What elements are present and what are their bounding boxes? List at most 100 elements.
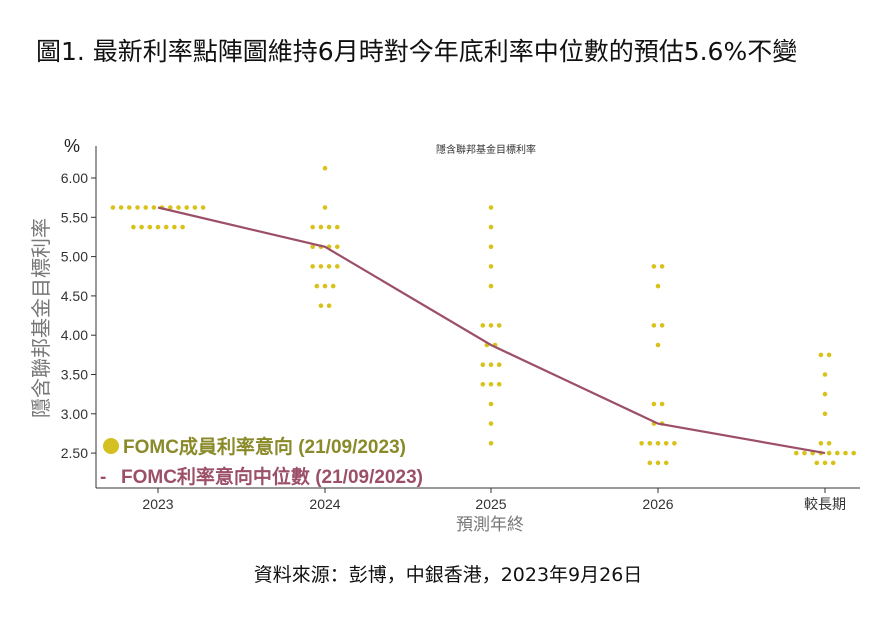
member-dot (835, 450, 840, 456)
member-dot (830, 460, 836, 466)
x-axis-label: 預測年終 (456, 515, 524, 535)
member-dot (310, 224, 316, 230)
member-dot (826, 441, 832, 446)
member-dot (659, 323, 665, 328)
member-dot (659, 264, 665, 269)
dot-plot-chart: % 隱含聯邦基金目標利率 隱含聯邦基金目標利率 預測年終 6.00 5.50 5.0… (29, 136, 860, 535)
member-dot (851, 450, 856, 456)
member-dot (480, 382, 486, 387)
member-dot (318, 224, 324, 230)
member-dot (496, 362, 502, 368)
y-axis-label: 隱含聯邦基金目標利率 (29, 218, 53, 418)
member-dot (192, 205, 198, 210)
member-dot (180, 224, 185, 230)
legend-dot-marker (103, 438, 119, 454)
member-dot (139, 224, 144, 230)
member-dot (118, 205, 124, 210)
y-ticks: 6.00 5.50 5.00 4.50 4.00 3.50 3.00 2.50 (61, 170, 96, 461)
member-dot (200, 205, 206, 210)
legend-label-members: FOMC成員利率意向 (21/09/2023) (123, 435, 406, 458)
unit-label: % (64, 136, 80, 156)
member-dot (818, 441, 824, 446)
member-dot (802, 450, 807, 456)
member-dot (147, 224, 153, 230)
inner-chart-title: 隱含聯邦基金目標利率 (436, 143, 536, 156)
member-dot (335, 224, 340, 230)
member-dot (655, 460, 661, 466)
member-dot (488, 323, 494, 328)
member-dot (826, 352, 832, 358)
member-dot (651, 323, 657, 328)
member-dot (659, 401, 665, 407)
y-tick-label: 4.50 (61, 288, 88, 304)
member-dot (818, 352, 824, 358)
member-dot (822, 460, 828, 466)
member-dot (335, 244, 340, 250)
member-dot (318, 303, 324, 309)
member-dot (672, 441, 677, 446)
member-dot (655, 283, 661, 289)
member-dot (135, 205, 140, 210)
y-tick-label: 6.00 (61, 170, 88, 186)
member-dot (655, 342, 661, 348)
member-dot (655, 441, 661, 446)
x-tick-label: 2024 (309, 496, 340, 512)
member-dot (647, 441, 653, 446)
member-dot (110, 205, 116, 210)
x-tick-label: 較長期 (804, 496, 846, 512)
member-dot (131, 224, 136, 230)
member-dot (322, 165, 328, 171)
median-polyline (157, 206, 826, 455)
y-tick-label: 4.00 (61, 327, 88, 343)
chart-title: 圖1. 最新利率點陣圖維持6月時對今年底利率中位數的預估5.6%不變 (36, 37, 798, 66)
member-dot (488, 283, 494, 289)
y-tick-label: 3.00 (61, 406, 88, 422)
y-tick-label: 5.50 (61, 209, 88, 225)
member-dot (663, 441, 669, 446)
member-dot (826, 450, 832, 456)
member-dot (326, 264, 332, 269)
member-dot (647, 460, 653, 466)
x-tick-label: 2026 (642, 496, 673, 512)
legend-label-median: FOMC利率意向中位數 (21/09/2023) (121, 465, 423, 488)
member-dot (488, 244, 494, 250)
member-dot (151, 205, 157, 210)
axes (95, 146, 860, 489)
member-dot (322, 205, 328, 210)
member-dot (184, 205, 189, 210)
member-dot (176, 205, 181, 210)
member-dot (488, 441, 494, 446)
member-dot (480, 323, 486, 328)
y-tick-label: 2.50 (61, 445, 88, 461)
member-dot (822, 411, 828, 417)
member-dot (488, 401, 494, 407)
member-dot (794, 450, 799, 456)
member-dot (651, 264, 657, 269)
member-dot (310, 244, 316, 250)
member-dot (127, 205, 132, 210)
x-tick-label: 2023 (142, 496, 173, 512)
legend: FOMC成員利率意向 (21/09/2023) - FOMC利率意向中位數 (2… (100, 435, 423, 488)
member-dot (488, 382, 494, 387)
member-dot (814, 460, 820, 466)
member-dot (330, 283, 336, 289)
median-line (157, 206, 826, 455)
member-dot (318, 264, 324, 269)
x-ticks: 2023 2024 2025 2026 較長期 (142, 488, 846, 512)
source-note: 資料來源：彭博，中銀香港，2023年9月26日 (253, 564, 643, 586)
member-dot (322, 283, 328, 289)
member-dot (326, 224, 332, 230)
member-dot (163, 224, 169, 230)
member-dot (488, 205, 494, 210)
member-dot (822, 372, 828, 377)
member-dot (488, 362, 494, 368)
member-dot (335, 264, 340, 269)
member-dot (314, 283, 320, 289)
member-dot (843, 450, 848, 456)
x-tick-label: 2025 (475, 496, 506, 512)
member-dot (822, 391, 828, 397)
member-dot (172, 224, 177, 230)
member-dot (310, 264, 316, 269)
member-dot (651, 401, 657, 407)
legend-dash-marker: - (100, 467, 106, 488)
